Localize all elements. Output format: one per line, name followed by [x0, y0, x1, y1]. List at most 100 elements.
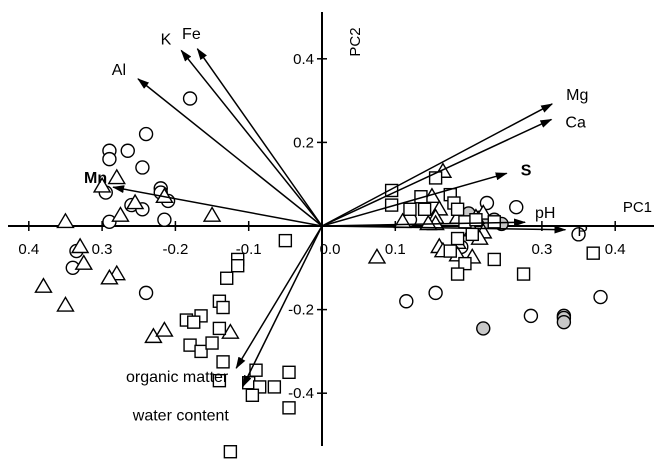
vector-label-water-content: water content: [132, 408, 230, 425]
sample-points: [34, 91, 608, 459]
point-square: [231, 259, 245, 273]
point-circle: [523, 308, 539, 324]
vector-label-mn: Mn: [84, 170, 107, 187]
vector-label-organic-matter: organic matter: [126, 369, 229, 386]
point-circle-filled: [476, 321, 491, 336]
point-circle: [399, 294, 414, 309]
vector-label-ca: Ca: [565, 114, 586, 131]
point-circle: [157, 212, 172, 227]
point-circle: [182, 91, 198, 106]
point-circle-filled: [556, 314, 572, 330]
vector-organic-matter: [235, 225, 323, 369]
point-square: [516, 267, 531, 281]
y-tick-label: 0.4: [293, 51, 314, 68]
point-circle: [509, 199, 524, 215]
vector-label-mg: Mg: [566, 87, 588, 104]
point-triangle: [56, 212, 75, 229]
point-triangle: [155, 321, 174, 337]
vector-al: [137, 78, 323, 227]
x-tick-label: 0.3: [531, 241, 552, 258]
point-triangle: [92, 176, 112, 193]
point-square: [278, 233, 293, 248]
point-circle: [571, 227, 586, 242]
axes: 0.4 0.3 -0.2 -0.1 0.0 0.1 0.3 0.40.40.2-0.2-0.4…: [8, 12, 654, 446]
vector-label-fe: Fe: [182, 26, 201, 43]
point-triangle: [111, 206, 130, 222]
point-circle: [138, 285, 154, 301]
vector-k: [180, 49, 323, 227]
y-axis-title: PC2: [347, 27, 364, 56]
point-square: [458, 256, 472, 271]
vector-mg: [321, 103, 554, 227]
point-triangle: [367, 247, 387, 264]
point-square: [216, 355, 230, 369]
point-square: [245, 388, 260, 402]
x-tick-label: 0.0: [320, 241, 341, 258]
y-tick-label: -0.2: [288, 302, 314, 319]
point-triangle: [56, 296, 75, 312]
point-circle: [138, 126, 154, 142]
point-triangle: [70, 237, 90, 254]
point-square: [443, 244, 457, 258]
vector-s: [321, 172, 508, 227]
point-square: [282, 401, 296, 415]
point-square: [205, 336, 219, 350]
point-square: [194, 344, 208, 359]
point-square: [450, 267, 465, 281]
point-triangle: [221, 323, 240, 339]
point-triangle: [202, 206, 222, 222]
vector-label-ph: pH: [535, 205, 555, 222]
point-triangle: [74, 254, 93, 270]
x-tick-label: 0.4: [605, 241, 626, 258]
point-square: [249, 363, 263, 377]
vector-water-content: [242, 225, 323, 388]
x-tick-label: -0.2: [162, 241, 188, 258]
point-square: [487, 252, 501, 267]
vector-ca: [321, 118, 553, 227]
point-triangle: [100, 268, 119, 285]
point-square: [586, 246, 600, 260]
point-triangle: [34, 277, 53, 293]
point-triangle: [107, 168, 126, 185]
point-square: [458, 215, 472, 229]
point-square: [450, 231, 465, 246]
point-square: [282, 365, 296, 379]
point-circle: [102, 151, 117, 167]
point-triangle: [419, 214, 438, 231]
x-tick-label: 0.4: [18, 241, 39, 258]
vector-label-p: P: [577, 223, 588, 240]
vector-p: [321, 225, 567, 234]
point-square: [187, 315, 201, 329]
vector-ph: [321, 218, 527, 227]
vector-mn: [112, 185, 323, 227]
point-triangle: [125, 193, 145, 210]
point-square: [183, 338, 197, 352]
point-square: [465, 227, 479, 242]
point-square: [216, 300, 230, 315]
point-circle: [135, 160, 150, 175]
y-tick-label: -0.4: [288, 385, 314, 402]
vector-label-al: Al: [112, 62, 126, 79]
point-square: [223, 445, 238, 459]
point-circle: [120, 143, 135, 158]
point-square: [212, 373, 227, 388]
vector-fe: [196, 47, 323, 227]
vector-label-k: K: [161, 31, 172, 48]
point-square: [267, 380, 282, 394]
loading-vectors: [112, 47, 567, 388]
x-tick-label: 0.3: [92, 241, 113, 258]
point-square: [417, 202, 432, 216]
point-square: [220, 271, 234, 285]
point-square: [450, 202, 465, 216]
vector-label-s: S: [521, 162, 532, 179]
point-square: [403, 202, 417, 216]
x-tick-label: 0.1: [385, 241, 406, 258]
point-square: [487, 215, 501, 229]
point-square: [212, 321, 227, 336]
x-axis-title: PC1: [623, 199, 652, 216]
point-circle: [428, 285, 443, 301]
y-tick-label: 0.2: [293, 134, 314, 151]
point-circle: [593, 289, 608, 305]
